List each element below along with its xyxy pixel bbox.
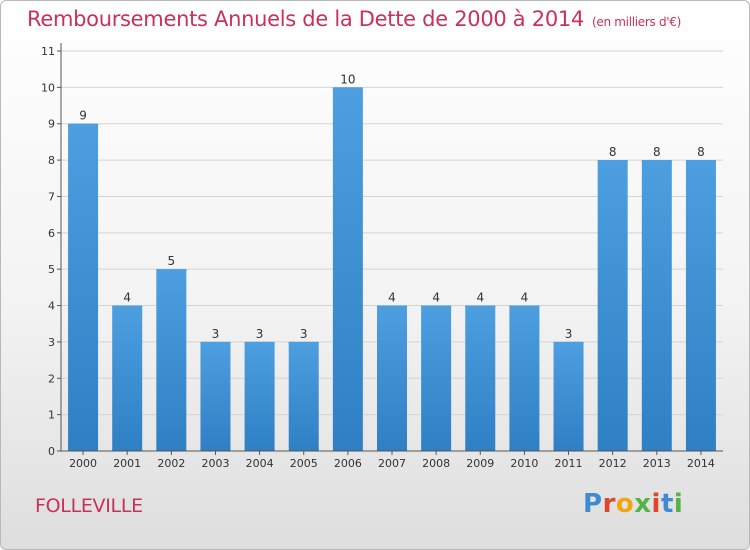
bar	[421, 305, 452, 451]
bar	[509, 305, 540, 451]
bar-cap	[332, 87, 363, 90]
y-tick-label: 5	[48, 263, 55, 276]
y-tick-label: 8	[48, 154, 55, 167]
x-tick-label: 2014	[687, 457, 715, 470]
y-tick-label: 11	[41, 45, 55, 58]
bar-cap	[509, 305, 540, 308]
x-tick-label: 2001	[113, 457, 141, 470]
x-tick-label: 2005	[290, 457, 318, 470]
bar-cap	[685, 160, 716, 163]
bar-cap	[244, 341, 275, 344]
proxiti-logo: Proxiti	[583, 489, 683, 519]
y-tick-label: 6	[48, 227, 55, 240]
y-tick-label: 0	[48, 445, 55, 458]
logo-letter: x	[634, 489, 652, 519]
bar-cap	[288, 341, 319, 344]
data-label: 4	[388, 291, 396, 305]
chart-unit: (en milliers d'€)	[592, 15, 682, 29]
x-tick-label: 2009	[466, 457, 494, 470]
commune-name: FOLLEVILLE	[35, 495, 143, 517]
data-label: 4	[521, 291, 529, 305]
logo-letter: r	[602, 489, 616, 519]
chart-title: Remboursements Annuels de la Dette de 20…	[27, 7, 681, 31]
bar-cap	[156, 269, 187, 272]
bar-cap	[597, 160, 628, 163]
bar-cap	[377, 305, 407, 308]
bar	[465, 305, 496, 451]
y-tick-label: 3	[48, 336, 55, 349]
bar	[377, 305, 407, 451]
x-tick-label: 2011	[555, 457, 583, 470]
chart-title-text: Remboursements Annuels de la Dette de 20…	[27, 7, 584, 31]
bar	[332, 87, 363, 451]
bar-cap	[200, 341, 231, 344]
bar-cap	[641, 160, 672, 163]
logo-letter: P	[583, 489, 603, 519]
bar	[200, 341, 231, 451]
x-tick-label: 2003	[201, 457, 229, 470]
logo-letter: o	[615, 489, 635, 519]
y-tick-label: 9	[48, 118, 55, 131]
bar-cap	[465, 305, 496, 308]
x-tick-label: 2006	[334, 457, 362, 470]
data-label: 3	[300, 327, 308, 341]
bar-cap	[68, 123, 99, 126]
data-label: 5	[168, 254, 176, 268]
data-label: 10	[340, 72, 355, 86]
data-label: 8	[653, 145, 661, 159]
bar-cap	[553, 341, 584, 344]
bar	[553, 341, 584, 451]
bar	[641, 160, 672, 451]
data-label: 4	[432, 291, 440, 305]
bar-cap	[421, 305, 452, 308]
bar	[597, 160, 628, 451]
data-label: 3	[212, 327, 220, 341]
bars	[68, 87, 716, 452]
x-tick-label: 2008	[422, 457, 450, 470]
data-label: 9	[79, 109, 87, 123]
logo-letter: i	[651, 489, 661, 519]
x-tick-label: 2004	[246, 457, 274, 470]
labels: 0 1 2 3 4 5 6 7 8 9 10 11 9 2000 4 2001 5 2002 3 2003 3 2004 3…	[41, 45, 715, 470]
data-label: 3	[565, 327, 573, 341]
data-label: 8	[697, 145, 705, 159]
x-tick-label: 2000	[69, 457, 97, 470]
bar-cap	[112, 305, 143, 308]
y-tick-label: 10	[41, 81, 55, 94]
data-label: 4	[123, 291, 131, 305]
x-tick-label: 2002	[157, 457, 185, 470]
logo-letter: i	[673, 489, 684, 519]
bar	[112, 305, 143, 451]
bar	[288, 341, 319, 451]
bar	[156, 269, 187, 451]
y-tick-label: 4	[48, 300, 55, 313]
axes	[57, 43, 723, 455]
bar	[68, 123, 99, 452]
x-tick-label: 2007	[378, 457, 406, 470]
bar	[685, 160, 716, 451]
data-label: 8	[609, 145, 617, 159]
y-tick-label: 1	[48, 409, 55, 422]
bar	[244, 341, 275, 451]
y-tick-label: 7	[48, 190, 55, 203]
logo-letter: t	[660, 489, 674, 519]
x-tick-label: 2010	[510, 457, 538, 470]
data-label: 3	[256, 327, 264, 341]
x-tick-label: 2013	[643, 457, 671, 470]
data-label: 4	[476, 291, 484, 305]
y-tick-label: 2	[48, 372, 55, 385]
x-tick-label: 2012	[599, 457, 627, 470]
